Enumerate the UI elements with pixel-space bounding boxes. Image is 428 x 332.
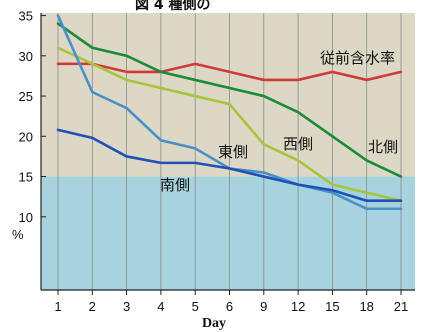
series-line-4 (56, 128, 403, 202)
series-label-1: 北側 (368, 138, 398, 156)
series-lines (56, 14, 403, 211)
y-tick-label: 35 (19, 9, 33, 24)
x-tick-label: 9 (260, 299, 267, 314)
x-tick-label: 5 (192, 299, 199, 314)
x-tick-label: 12 (291, 299, 305, 314)
y-tick-label: 25 (19, 89, 33, 104)
series-line-2 (56, 46, 403, 202)
series-line-1 (56, 22, 403, 178)
chart-title: 図 4 種側の (135, 0, 211, 13)
x-tick-label: 15 (325, 299, 339, 314)
x-axis-label: Day (202, 316, 226, 331)
y-axis-unit-label: % (12, 227, 24, 242)
x-tick-label: 4 (157, 299, 164, 314)
x-tick-label: 18 (359, 299, 373, 314)
vertical-gridlines (57, 13, 402, 290)
series-line-0 (56, 62, 403, 82)
series-label-3: 東側 (218, 143, 248, 161)
series-label-4: 南側 (160, 176, 190, 194)
x-tick-label: 1 (54, 299, 61, 314)
y-tick-label: 20 (19, 129, 33, 144)
x-tick-label: 3 (123, 299, 130, 314)
series-label-2: 西側 (283, 135, 313, 153)
y-tick-label: 10 (19, 210, 33, 225)
plot-background-lower (41, 176, 415, 290)
x-tick-label: 2 (89, 299, 96, 314)
x-tick-label: 6 (226, 299, 233, 314)
y-tick-label: 15 (19, 170, 33, 185)
y-tick-label: 30 (19, 49, 33, 64)
series-label-0: 従前含水率 (320, 49, 395, 67)
x-tick-label: 21 (394, 299, 408, 314)
